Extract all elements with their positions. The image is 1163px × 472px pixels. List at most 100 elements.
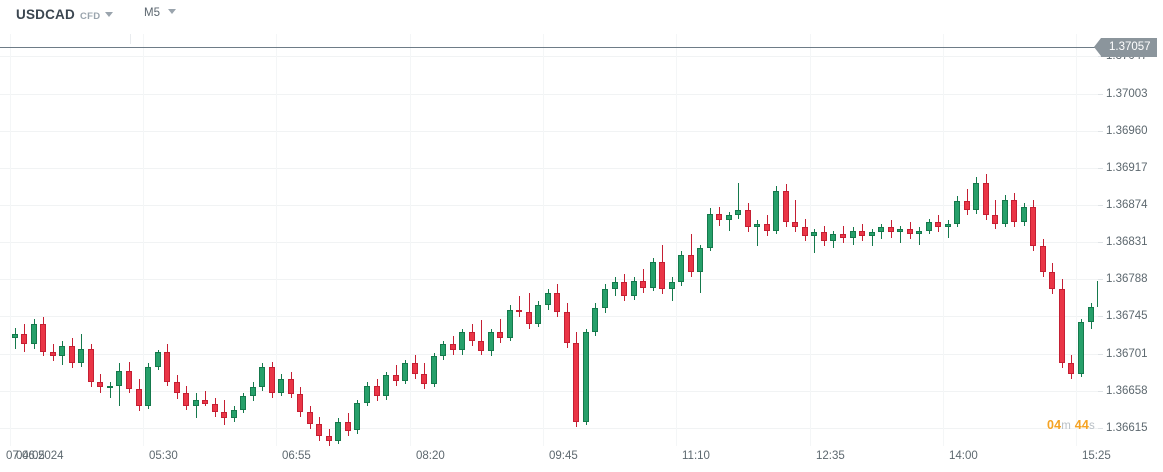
time-axis-label: 14:00 <box>949 450 978 462</box>
gridline-horizontal <box>0 204 1098 206</box>
candle-body <box>1088 306 1094 322</box>
candle-wick <box>672 277 673 302</box>
candle-body <box>1097 280 1098 307</box>
candle-body <box>326 435 332 441</box>
candle-body <box>374 385 380 397</box>
candle-body <box>97 382 103 388</box>
candle-body <box>888 227 894 233</box>
time-axis-label: 08:20 <box>416 450 445 462</box>
gridline-horizontal <box>0 241 1098 243</box>
candle-body <box>250 387 256 397</box>
candle-body <box>697 247 703 273</box>
candle-body <box>726 215 732 221</box>
candle-body <box>526 311 532 324</box>
symbol-selector[interactable]: USDCAD CFD <box>16 7 114 22</box>
candle-body <box>659 261 665 290</box>
gridline-vertical <box>810 0 811 446</box>
candle-body <box>78 348 84 364</box>
candle-body <box>964 201 970 211</box>
candle-wick <box>814 229 815 254</box>
candle-body <box>316 423 322 436</box>
candle-body <box>1049 272 1055 290</box>
candle-body <box>59 346 65 357</box>
candle-body <box>830 234 836 242</box>
chevron-down-icon[interactable] <box>167 9 176 14</box>
candle-body <box>535 304 541 324</box>
candle-body <box>212 403 218 413</box>
candle-body <box>707 213 713 248</box>
timeframe-label: M5 <box>144 7 160 19</box>
countdown-minutes-unit: m <box>1061 420 1072 432</box>
gridline-vertical <box>943 0 944 446</box>
candle-body <box>440 344 446 357</box>
candle-wick <box>795 199 796 233</box>
countdown-seconds-unit: s <box>1089 420 1095 432</box>
price-tick-dash <box>1098 353 1103 355</box>
price-axis-label: 1.36615 <box>1106 421 1148 434</box>
price-axis-label: 1.36745 <box>1106 309 1148 322</box>
price-axis-label: 1.36658 <box>1106 384 1148 397</box>
price-tick-dash <box>1098 241 1103 243</box>
gridline-vertical <box>10 0 11 446</box>
candle-body <box>631 280 637 297</box>
chart-plot-area[interactable] <box>0 0 1098 446</box>
time-axis-label: 06:55 <box>282 450 311 462</box>
candle-body <box>688 254 694 273</box>
symbol-name: USDCAD <box>16 7 75 22</box>
candle-body <box>278 378 284 393</box>
candle-body <box>469 332 475 341</box>
gridline-horizontal <box>0 167 1098 169</box>
candle-body <box>1040 246 1046 273</box>
candle-body <box>869 232 875 236</box>
current-price-line <box>0 47 1098 49</box>
candle-body <box>40 323 46 353</box>
price-tick-dash <box>1098 278 1103 280</box>
candle-body <box>916 230 922 235</box>
candle-body <box>612 282 618 290</box>
candle-body <box>183 393 189 406</box>
price-tick-dash <box>1098 315 1103 317</box>
chevron-down-icon[interactable] <box>105 12 114 17</box>
time-axis-label: 05:30 <box>149 450 178 462</box>
candle-body <box>240 396 246 410</box>
candle-body <box>783 191 789 223</box>
price-axis-label: 1.36917 <box>1106 161 1148 174</box>
candle-body <box>907 229 913 235</box>
candle-body <box>564 311 570 343</box>
candle-wick <box>872 229 873 247</box>
candle-body <box>573 342 579 422</box>
time-axis-label: 04:05 <box>16 450 45 462</box>
candle-body <box>640 280 646 288</box>
candle-body <box>174 382 180 394</box>
candle-body <box>69 346 75 364</box>
candle-body <box>583 332 589 422</box>
gridline-horizontal <box>0 315 1098 317</box>
candle-body <box>1059 289 1065 364</box>
countdown-seconds: 44 <box>1074 418 1090 432</box>
candle-body <box>850 230 856 238</box>
time-axis[interactable]: 07.06.2024 04:05 05:30 06:55 08:20 09:45 11:10… <box>0 446 1163 472</box>
price-tick-dash <box>1098 204 1103 206</box>
candle-body <box>145 366 151 406</box>
countdown-minutes: 04 <box>1046 418 1062 432</box>
candle-body <box>116 371 122 386</box>
candle-wick <box>15 328 16 349</box>
candle-body <box>412 363 418 374</box>
price-tick-dash <box>1098 130 1103 132</box>
gridline-vertical <box>410 0 411 446</box>
gridline-horizontal <box>0 130 1098 132</box>
candle-body <box>12 334 18 339</box>
price-axis[interactable]: 1.370901.370471.370031.369601.369171.368… <box>1094 0 1163 446</box>
candle-wick <box>995 199 996 230</box>
timeframe-selector[interactable]: M5 <box>144 7 176 19</box>
candle-wick <box>205 390 206 407</box>
price-tick-dash <box>1098 167 1103 169</box>
candle-body <box>1068 363 1074 374</box>
candle-wick <box>110 382 111 398</box>
candle-body <box>459 332 465 350</box>
price-tick-dash <box>1098 93 1103 95</box>
candle-body <box>754 223 760 228</box>
candle-body <box>21 334 27 345</box>
price-tick-dash <box>1098 390 1103 392</box>
candle-body <box>335 421 341 441</box>
